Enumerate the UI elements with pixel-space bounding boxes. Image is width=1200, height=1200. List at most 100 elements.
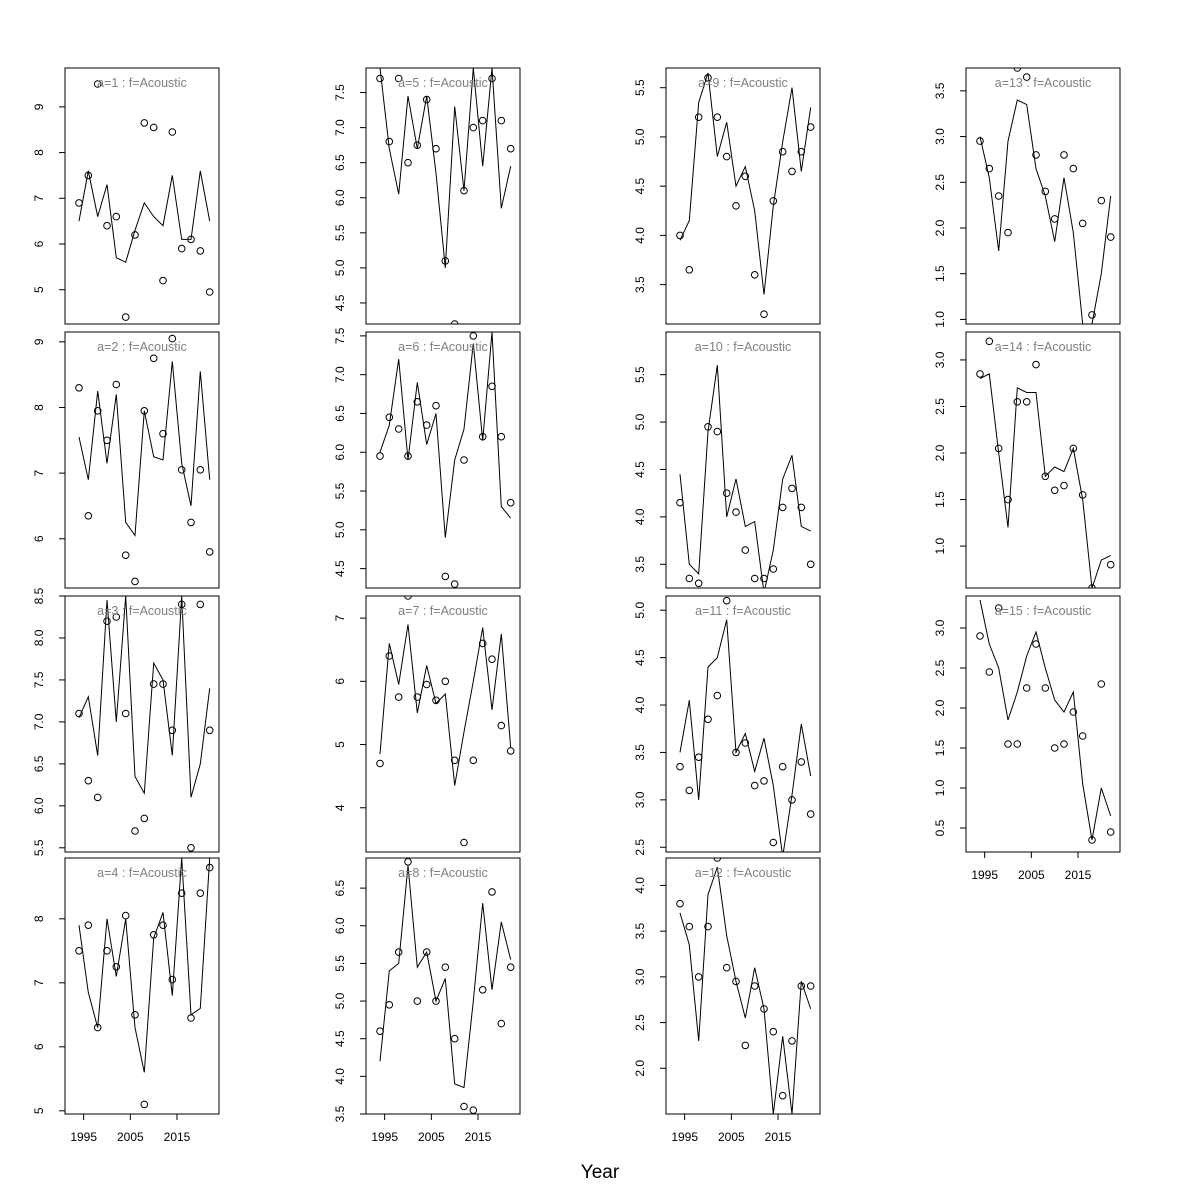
obs-point-a2-11	[177, 466, 186, 474]
obs-point-a7-9	[460, 838, 468, 847]
obs-point-a10-7	[741, 546, 750, 554]
obs-point-a12-1	[685, 922, 694, 931]
obs-point-a13-8	[1050, 215, 1059, 223]
obs-point-a12-2	[694, 973, 703, 981]
obs-point-a6-0	[376, 452, 384, 460]
obs-point-a5-11	[478, 116, 487, 125]
obs-point-a13-4	[1013, 68, 1022, 72]
obs-point-a1-5	[121, 313, 130, 321]
panel-title-a9: a=9 : f=Acoustic	[698, 76, 788, 90]
panel-frame-a15	[965, 595, 1121, 853]
obs-point-a4-3	[103, 947, 111, 955]
obs-point-a8-11	[478, 986, 487, 994]
x-tick-label-a15-1: 2005	[1018, 868, 1045, 882]
obs-point-a12-13	[797, 982, 806, 990]
y-tick-label-a14-4: 3.0	[933, 351, 947, 368]
y-tick-label-a2-1: 7	[32, 469, 46, 476]
obs-point-a1-14	[205, 288, 214, 296]
obs-point-a12-5	[722, 963, 731, 972]
obs-point-a8-0	[376, 1027, 384, 1035]
y-tick-label-a5-2: 5.5	[333, 224, 347, 241]
obs-point-a2-8	[149, 354, 158, 363]
obs-point-a5-13	[497, 116, 506, 125]
y-tick-label-a3-0: 5.5	[32, 839, 46, 856]
obs-point-a13-13	[1097, 196, 1106, 205]
panel-frame-a12	[665, 857, 821, 1115]
obs-point-a3-10	[168, 726, 177, 735]
obs-point-a12-3	[704, 922, 712, 931]
panel-title-a4: a=4 : f=Acoustic	[97, 866, 187, 880]
obs-point-a15-0	[976, 632, 984, 640]
obs-point-a13-6	[1032, 151, 1040, 159]
obs-point-a6-2	[394, 425, 403, 433]
obs-point-a10-6	[732, 508, 740, 516]
obs-point-a5-12	[488, 74, 496, 83]
fit-line-a3	[78, 596, 211, 798]
obs-point-a5-8	[450, 320, 459, 324]
obs-point-a7-2	[394, 693, 403, 701]
obs-point-a5-6	[432, 144, 440, 153]
obs-point-a1-6	[131, 231, 139, 239]
obs-point-a3-2	[93, 793, 102, 802]
obs-point-a14-6	[1032, 360, 1040, 369]
fit-line-a13	[979, 99, 1112, 324]
obs-point-a9-8	[750, 271, 759, 279]
obs-point-a15-3	[1004, 740, 1012, 748]
y-tick-label-a6-0: 4.5	[333, 560, 347, 577]
obs-point-a4-9	[159, 921, 167, 930]
panel-a6: 4.5 5.0 5.5 6.0 6.5 7.0 7.5 a=6 : f=Acoustic	[333, 327, 521, 589]
obs-point-a3-11	[177, 600, 186, 609]
obs-point-a13-9	[1060, 151, 1068, 159]
obs-point-a13-3	[1004, 228, 1012, 237]
obs-point-a5-5	[422, 95, 431, 104]
panel-a4: 5 6 7 8 1995 2005 2015 a=4 : f=Acoustic	[32, 857, 220, 1144]
obs-point-a2-5	[121, 551, 130, 560]
panel-title-a12: a=12 : f=Acoustic	[695, 866, 792, 880]
y-tick-label-a11-4: 4.5	[633, 649, 647, 666]
y-tick-label-a7-3: 7	[333, 614, 347, 621]
y-tick-label-a11-0: 2.5	[633, 839, 647, 856]
obs-point-a9-11	[778, 147, 787, 156]
obs-point-a9-6	[732, 202, 740, 210]
panel-frame-a6	[365, 331, 521, 589]
obs-point-a10-2	[694, 579, 703, 588]
obs-point-a13-14	[1106, 233, 1115, 241]
obs-point-a7-8	[450, 756, 459, 765]
obs-point-a1-10	[168, 128, 177, 136]
y-tick-label-a11-3: 4.0	[633, 696, 647, 713]
obs-point-a12-11	[778, 1091, 787, 1100]
panel-frame-a13	[965, 67, 1121, 325]
obs-point-a15-6	[1032, 640, 1040, 648]
obs-point-a4-4	[112, 963, 121, 971]
obs-point-a11-6	[732, 748, 740, 757]
obs-point-a13-10	[1069, 164, 1078, 173]
obs-point-a7-13	[497, 721, 506, 730]
panel-title-a13: a=13 : f=Acoustic	[995, 76, 1092, 90]
y-tick-label-a8-2: 4.5	[333, 1030, 347, 1047]
y-tick-label-a8-3: 5.0	[333, 992, 347, 1009]
panel-a11: 2.5 3.0 3.5 4.0 4.5 5.0 a=11 : f=Acoustic	[633, 595, 821, 856]
y-tick-label-a4-3: 8	[32, 915, 46, 922]
obs-point-a13-7	[1041, 187, 1050, 196]
obs-point-a15-11	[1078, 732, 1087, 740]
obs-point-a15-13	[1097, 680, 1106, 688]
obs-point-a11-5	[722, 596, 731, 605]
x-tick-label-a8-1: 2005	[418, 1130, 445, 1144]
panel-title-a14: a=14 : f=Acoustic	[995, 340, 1092, 354]
obs-point-a10-0	[676, 498, 684, 507]
obs-point-a10-11	[778, 503, 787, 512]
obs-point-a7-14	[506, 747, 515, 755]
y-tick-label-a11-1: 3.0	[633, 791, 647, 808]
obs-point-a8-7	[441, 963, 450, 972]
panel-a8: 3.5 4.0 4.5 5.0 5.5 6.0 6.5 1995 2005 2015 a=8 : f…	[333, 857, 521, 1144]
y-tick-label-a15-3: 2.0	[933, 699, 947, 716]
obs-point-a4-6	[131, 1011, 139, 1019]
y-tick-label-a3-6: 8.5	[32, 587, 46, 604]
obs-point-a5-14	[506, 144, 515, 153]
y-tick-label-a15-2: 1.5	[933, 739, 947, 756]
obs-point-a3-1	[84, 776, 93, 785]
obs-point-a7-6	[432, 696, 440, 705]
y-tick-label-a10-0: 3.5	[633, 556, 647, 573]
y-tick-label-a12-0: 2.0	[633, 1060, 647, 1077]
obs-point-a11-13	[797, 758, 806, 766]
